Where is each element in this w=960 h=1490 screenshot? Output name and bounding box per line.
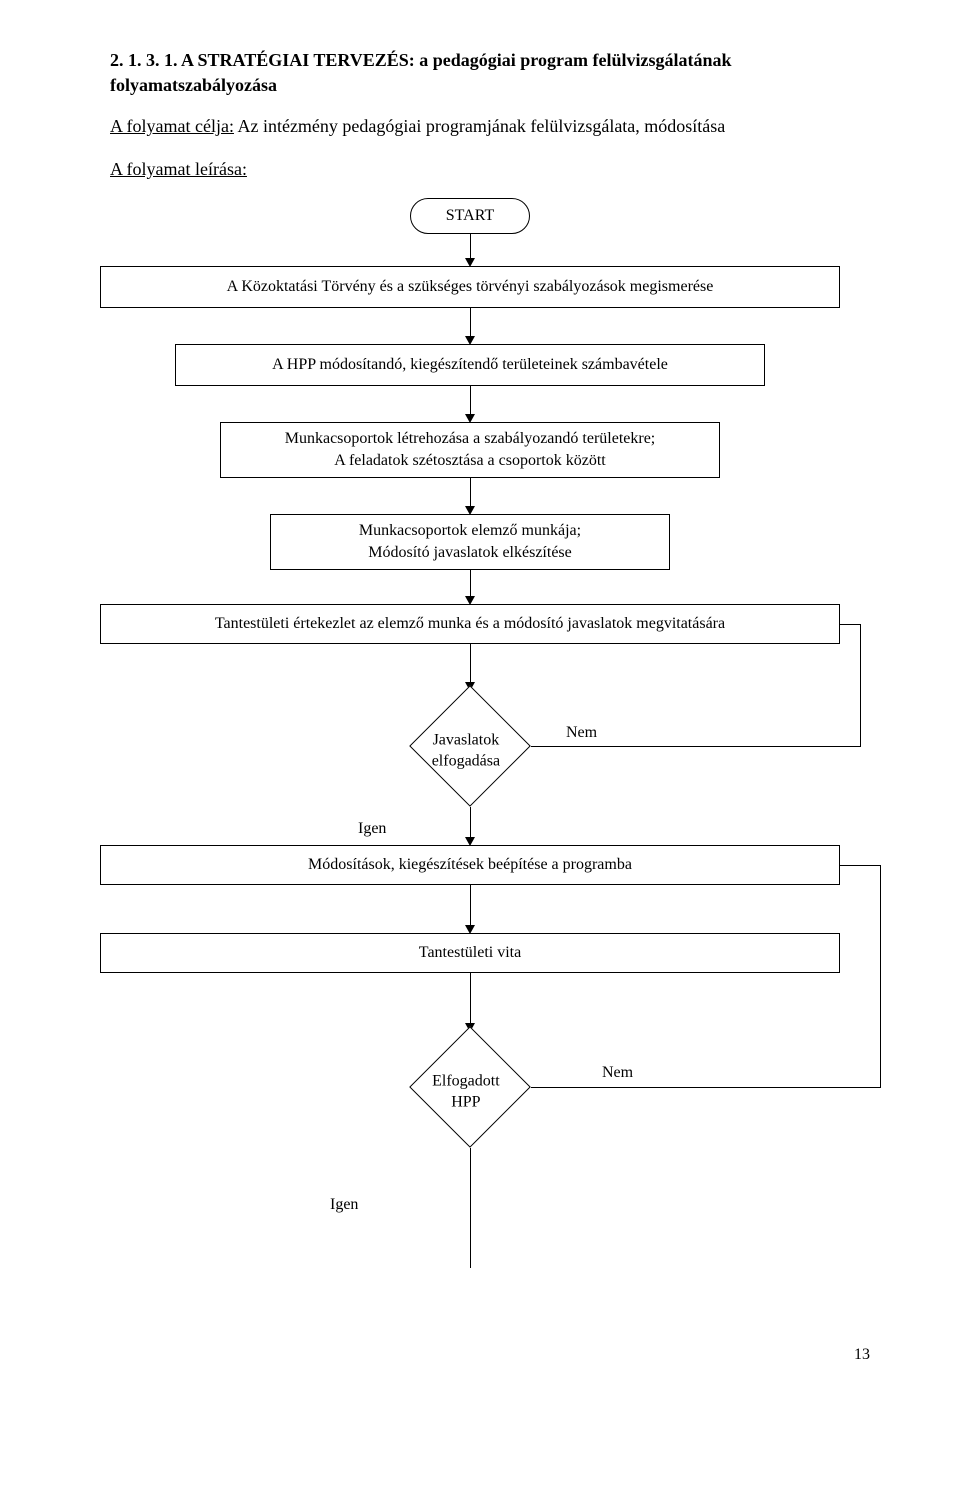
- decision-2-yes: Igen: [330, 1196, 358, 1214]
- arrow-2: [470, 308, 471, 338]
- flow-box-7: Tantestületi vita: [100, 933, 840, 973]
- goal-label: A folyamat célja:: [110, 116, 234, 136]
- decision-2-l1: Elfogadott: [396, 1071, 536, 1092]
- flow-box-4-l2: Módosító javaslatok elkészítése: [368, 542, 572, 564]
- decision-2-l2: HPP: [396, 1092, 536, 1113]
- arrow-1: [470, 234, 471, 260]
- goal-text: Az intézmény pedagógiai programjának fel…: [234, 116, 725, 136]
- d2-right-up: [880, 865, 881, 1088]
- flow-start: START: [410, 198, 530, 234]
- section-number: 2. 1. 3. 1.: [110, 50, 178, 70]
- flow-box-6-text: Módosítások, kiegészítések beépítése a p…: [308, 854, 632, 876]
- section-title: A STRATÉGIAI TERVEZÉS: a pedagógiai prog…: [178, 50, 732, 70]
- flow-box-4: Munkacsoportok elemző munkája; Módosító …: [270, 514, 670, 570]
- arrow-5: [470, 570, 471, 598]
- flow-box-6: Módosítások, kiegészítések beépítése a p…: [100, 845, 840, 885]
- arrow-9: [470, 973, 471, 1025]
- d2-right-into-b6: [840, 865, 880, 866]
- section-heading-line2: folyamatszabályozása: [110, 75, 870, 96]
- page-number: 13: [854, 1346, 870, 1364]
- flow-box-3-l2: A feladatok szétosztása a csoportok közö…: [334, 450, 605, 472]
- arrow-3: [470, 386, 471, 416]
- d2-right-line: [531, 1087, 880, 1088]
- d1-right-up: [860, 624, 861, 747]
- d1-right-line: [531, 746, 860, 747]
- goal-paragraph: A folyamat célja: Az intézmény pedagógia…: [110, 112, 870, 141]
- arrow-7: [470, 807, 471, 839]
- desc-label: A folyamat leírása:: [110, 159, 247, 179]
- arrow-6: [470, 644, 471, 684]
- flow-box-1: A Közoktatási Törvény és a szükséges tör…: [100, 266, 840, 308]
- decision-1-no: Nem: [566, 724, 597, 742]
- flow-box-3: Munkacsoportok létrehozása a szabályozan…: [220, 422, 720, 478]
- arrow-8: [470, 885, 471, 927]
- flow-decision-2: Elfogadott HPP: [409, 1026, 531, 1148]
- flow-box-2-text: A HPP módosítandó, kiegészítendő terület…: [272, 354, 668, 376]
- desc-paragraph: A folyamat leírása:: [110, 155, 870, 184]
- d1-right-into-b5: [840, 624, 860, 625]
- decision-2-no: Nem: [602, 1064, 633, 1082]
- flow-box-7-text: Tantestületi vita: [419, 942, 521, 964]
- flow-box-2: A HPP módosítandó, kiegészítendő terület…: [175, 344, 765, 386]
- decision-1-l1: Javaslatok: [396, 730, 536, 751]
- flow-box-4-l1: Munkacsoportok elemző munkája;: [359, 520, 581, 542]
- flow-decision-1: Javaslatok elfogadása: [409, 685, 531, 807]
- section-heading-line1: 2. 1. 3. 1. A STRATÉGIAI TERVEZÉS: a ped…: [110, 50, 870, 71]
- flow-box-1-text: A Közoktatási Törvény és a szükséges tör…: [227, 276, 714, 298]
- arrow-4: [470, 478, 471, 508]
- flow-box-3-l1: Munkacsoportok létrehozása a szabályozan…: [285, 428, 656, 450]
- flow-box-5: Tantestületi értekezlet az elemző munka …: [100, 604, 840, 644]
- flow-start-label: START: [446, 205, 494, 227]
- flow-box-5-text: Tantestületi értekezlet az elemző munka …: [215, 613, 725, 635]
- flowchart: START A Közoktatási Törvény és a szükség…: [110, 198, 870, 1358]
- decision-1-yes: Igen: [358, 820, 386, 838]
- arrow-10: [470, 1148, 471, 1268]
- decision-1-l2: elfogadása: [396, 751, 536, 772]
